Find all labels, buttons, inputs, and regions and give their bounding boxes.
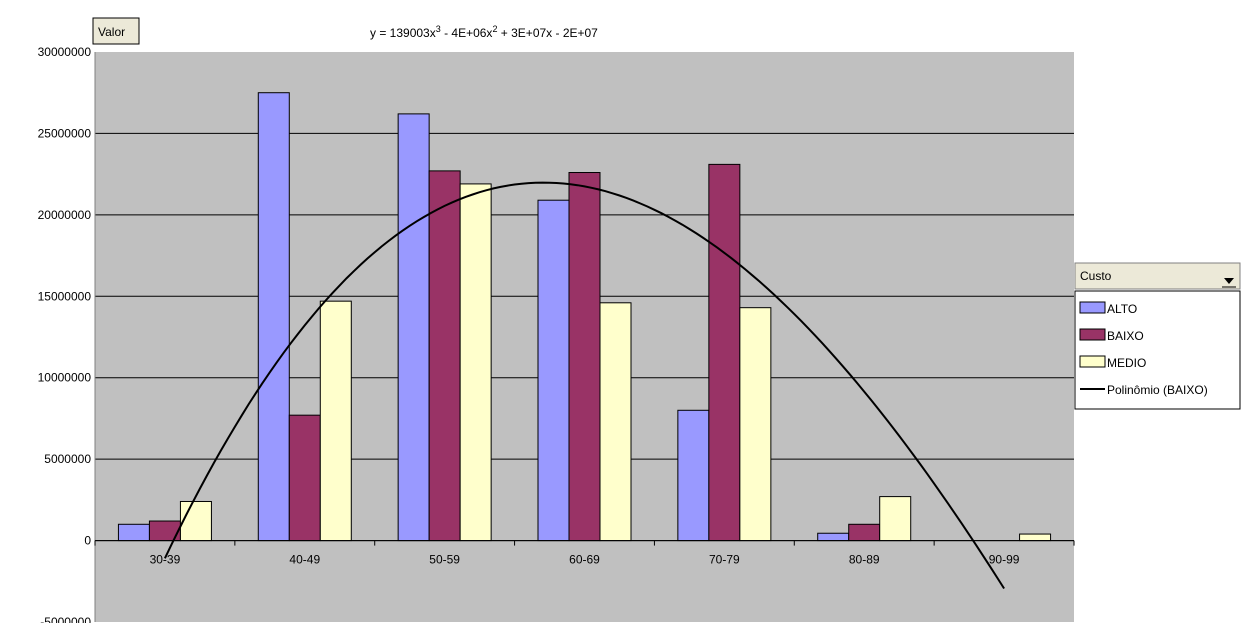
- legend: ALTO BAIXO MEDIO Polinômio (BAIXO): [1074, 290, 1241, 410]
- equation-t2: + 3E+07x - 2E+07: [497, 26, 598, 40]
- bar-alto-60-69: [537, 199, 570, 542]
- bar-alto-70-79: [677, 409, 710, 542]
- equation-exp2: 2: [492, 24, 497, 34]
- legend-label: MEDIO: [1107, 356, 1146, 370]
- bar-medio-50-59: [459, 183, 492, 542]
- bar-alto-50-59: [397, 113, 430, 542]
- x-tick-label: 80-89: [849, 553, 880, 567]
- trendline: [163, 181, 1005, 590]
- y-tick-label: 30000000: [38, 45, 92, 59]
- x-tick-label: 40-49: [289, 553, 320, 567]
- trendline-polinomio-baixo: [163, 181, 1005, 590]
- valor-field-label: Valor: [98, 25, 125, 39]
- y-tick-label: 5000000: [44, 452, 91, 466]
- bar-medio-70-79: [739, 307, 772, 542]
- legend-swatch-medio: [1079, 355, 1106, 368]
- legend-label: ALTO: [1107, 302, 1137, 316]
- bar-alto-40-49: [257, 92, 290, 542]
- bar-baixo-60-69: [568, 172, 601, 542]
- legend-swatch-alto: [1079, 301, 1106, 314]
- x-tick-label: 70-79: [709, 553, 740, 567]
- legend-label: BAIXO: [1107, 329, 1144, 343]
- custo-field-button[interactable]: Custo: [1074, 262, 1241, 290]
- bar-medio-40-49: [319, 300, 352, 542]
- dropdown-arrow-icon[interactable]: [1224, 278, 1234, 284]
- bar-alto-30-39: [117, 523, 150, 542]
- x-axis: 30-39 40-49 50-59 60-69 70-79 80-89 90-99: [94, 540, 1075, 567]
- y-tick-label: 25000000: [38, 126, 92, 140]
- x-tick-label: 50-59: [429, 553, 460, 567]
- bar-medio-80-89: [879, 496, 912, 542]
- equation-prefix: y = 139003x: [370, 26, 436, 40]
- bar-medio-90-99: [1019, 533, 1052, 542]
- bar-alto-80-89: [817, 532, 850, 542]
- x-tick-label: 30-39: [150, 553, 181, 567]
- x-tick-label: 90-99: [989, 553, 1020, 567]
- legend-swatch-baixo: [1079, 328, 1106, 341]
- bar-medio-60-69: [599, 302, 632, 542]
- bar-baixo-80-89: [848, 523, 881, 542]
- equation-exp3: 3: [436, 24, 441, 34]
- legend-label: Polinômio (BAIXO): [1107, 383, 1208, 397]
- bar-baixo-70-79: [708, 163, 741, 542]
- bars: [117, 92, 1052, 542]
- valor-field-button[interactable]: Valor: [92, 17, 140, 45]
- custo-field-label: Custo: [1080, 269, 1112, 283]
- y-tick-label: 15000000: [38, 289, 92, 303]
- equation-t1: - 4E+06x: [441, 26, 493, 40]
- trendline-equation: y = 139003x3 - 4E+06x2 + 3E+07x - 2E+07: [370, 24, 598, 40]
- y-tick-label: -5000000: [40, 615, 91, 623]
- y-axis: -5000000 0 5000000 10000000 15000000 20000000…: [38, 45, 96, 623]
- bar-baixo-50-59: [428, 170, 461, 542]
- bar-medio-30-39: [179, 500, 212, 542]
- x-tick-label: 60-69: [569, 553, 600, 567]
- y-tick-label: 10000000: [38, 371, 92, 385]
- bar-baixo-40-49: [288, 414, 321, 542]
- y-tick-label: 0: [84, 534, 91, 548]
- y-tick-label: 20000000: [38, 208, 92, 222]
